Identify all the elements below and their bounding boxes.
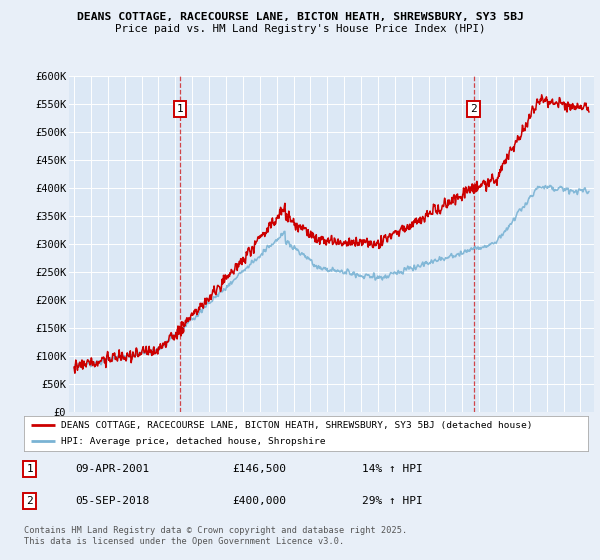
Text: 1: 1 — [26, 464, 33, 474]
Text: 14% ↑ HPI: 14% ↑ HPI — [362, 464, 423, 474]
Text: DEANS COTTAGE, RACECOURSE LANE, BICTON HEATH, SHREWSBURY, SY3 5BJ (detached hous: DEANS COTTAGE, RACECOURSE LANE, BICTON H… — [61, 421, 532, 430]
Text: 2: 2 — [26, 496, 33, 506]
Text: 1: 1 — [176, 104, 183, 114]
Text: 05-SEP-2018: 05-SEP-2018 — [75, 496, 149, 506]
Text: HPI: Average price, detached house, Shropshire: HPI: Average price, detached house, Shro… — [61, 437, 325, 446]
Text: Price paid vs. HM Land Registry's House Price Index (HPI): Price paid vs. HM Land Registry's House … — [115, 24, 485, 34]
Text: £400,000: £400,000 — [233, 496, 287, 506]
Text: 2: 2 — [470, 104, 477, 114]
Text: DEANS COTTAGE, RACECOURSE LANE, BICTON HEATH, SHREWSBURY, SY3 5BJ: DEANS COTTAGE, RACECOURSE LANE, BICTON H… — [77, 12, 523, 22]
Text: 29% ↑ HPI: 29% ↑ HPI — [362, 496, 423, 506]
Text: 09-APR-2001: 09-APR-2001 — [75, 464, 149, 474]
Text: Contains HM Land Registry data © Crown copyright and database right 2025.
This d: Contains HM Land Registry data © Crown c… — [24, 526, 407, 546]
Text: £146,500: £146,500 — [233, 464, 287, 474]
